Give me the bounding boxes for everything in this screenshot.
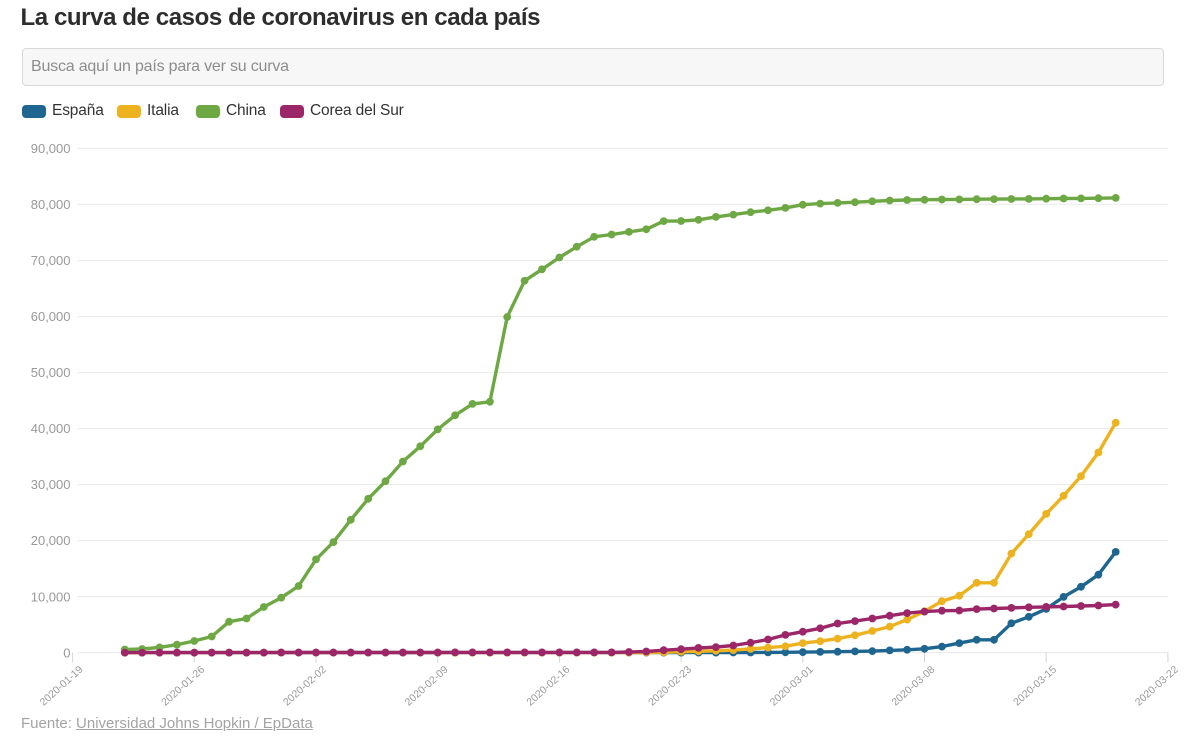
svg-text:20,000: 20,000 <box>31 533 71 548</box>
svg-text:30,000: 30,000 <box>31 477 71 492</box>
svg-text:2020-03-01: 2020-03-01 <box>768 664 816 709</box>
svg-text:2020-02-09: 2020-02-09 <box>403 664 451 709</box>
svg-text:70,000: 70,000 <box>31 253 71 268</box>
svg-text:10,000: 10,000 <box>31 589 71 604</box>
svg-text:90,000: 90,000 <box>31 141 71 156</box>
svg-text:40,000: 40,000 <box>31 421 71 436</box>
svg-text:2020-03-08: 2020-03-08 <box>889 664 937 709</box>
svg-text:2020-02-16: 2020-02-16 <box>524 664 572 709</box>
svg-text:2020-02-02: 2020-02-02 <box>281 664 329 709</box>
svg-text:2020-01-26: 2020-01-26 <box>159 664 207 709</box>
svg-text:0: 0 <box>63 645 70 660</box>
svg-text:50,000: 50,000 <box>31 365 71 380</box>
svg-text:2020-02-23: 2020-02-23 <box>646 664 694 709</box>
svg-text:60,000: 60,000 <box>31 309 71 324</box>
svg-text:2020-03-22: 2020-03-22 <box>1133 664 1181 709</box>
svg-text:2020-03-15: 2020-03-15 <box>1011 664 1059 709</box>
svg-text:2020-01-19: 2020-01-19 <box>38 664 86 709</box>
svg-text:80,000: 80,000 <box>31 197 71 212</box>
